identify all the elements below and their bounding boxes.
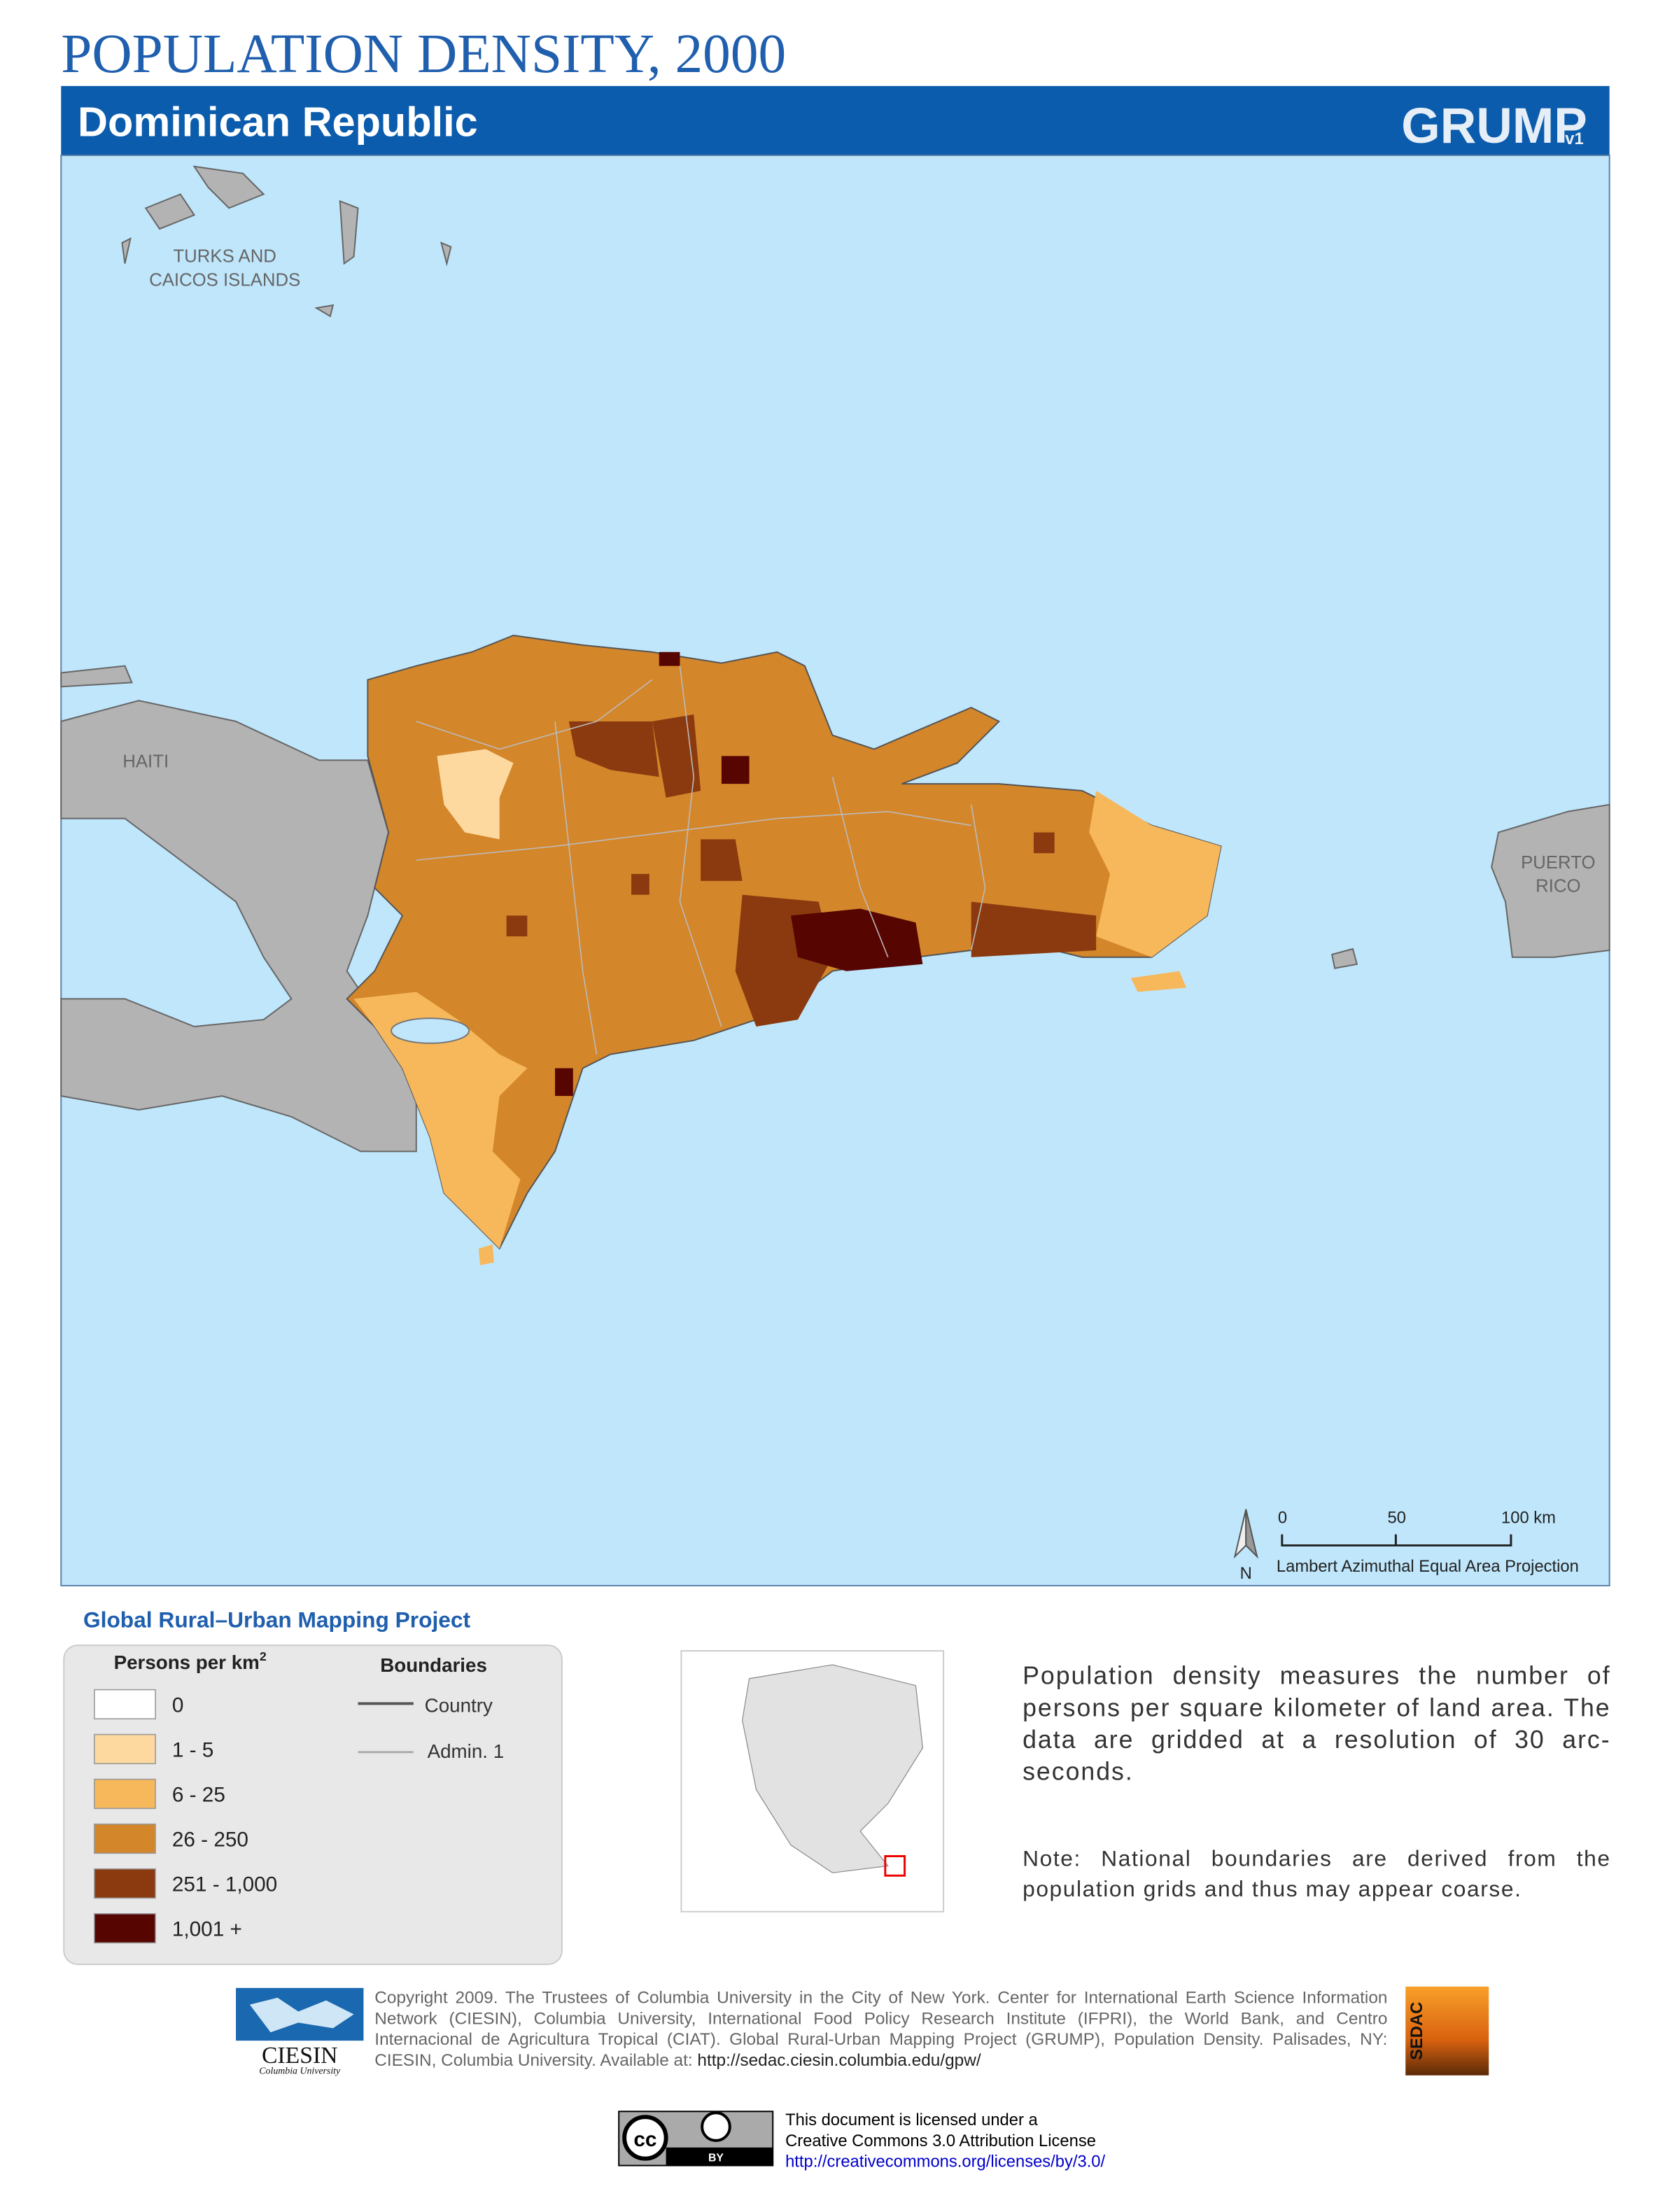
island bbox=[339, 199, 359, 265]
grump-version: v1 bbox=[1565, 129, 1583, 148]
inset-locator bbox=[884, 1855, 906, 1877]
patch bbox=[721, 756, 750, 784]
project-title: Global Rural–Urban Mapping Project bbox=[83, 1607, 471, 1632]
admin-line bbox=[554, 721, 598, 1055]
island bbox=[314, 304, 335, 318]
legend-label: 1,001 + bbox=[172, 1917, 242, 1940]
license-link[interactable]: http://creativecommons.org/licenses/by/3… bbox=[785, 2153, 1105, 2171]
legend-label: 0 bbox=[172, 1693, 184, 1717]
projection: Lambert Azimuthal Equal Area Projection bbox=[1277, 1557, 1579, 1576]
grump-logo: GRUMP bbox=[1401, 98, 1587, 154]
title: POPULATION DENSITY, 2000 bbox=[61, 23, 786, 85]
country-name: Dominican Republic bbox=[78, 98, 478, 145]
boundaries-title: Boundaries bbox=[380, 1654, 487, 1676]
admin-line bbox=[679, 665, 722, 1027]
description-box: Population density measures the number o… bbox=[1023, 1661, 1611, 1786]
sedac-name: SEDAC bbox=[1407, 2002, 1426, 2060]
description: Population density measures the number o… bbox=[1023, 1661, 1611, 1786]
density-1001-plus bbox=[555, 651, 923, 1097]
scale-label: 50 bbox=[1387, 1509, 1405, 1528]
legend-box bbox=[63, 1644, 563, 1966]
admin-line bbox=[416, 810, 971, 861]
legend-label: 26 - 250 bbox=[172, 1828, 248, 1851]
legend-label: 251 - 1,000 bbox=[172, 1873, 277, 1896]
url: http://sedac.ciesin.columbia.edu/gpw/ bbox=[697, 2050, 981, 2070]
admin-line bbox=[970, 804, 986, 951]
license-line: This document is licensed under a bbox=[785, 2111, 1038, 2129]
island bbox=[121, 237, 132, 264]
density-1-5 bbox=[437, 749, 514, 840]
ciesin-name: CIESIN bbox=[262, 2043, 338, 2069]
cc-circle bbox=[622, 2115, 668, 2161]
legend-swatch bbox=[94, 1912, 156, 1944]
map-label: HAITI bbox=[122, 752, 169, 771]
note-box: Note: National boundaries are derived fr… bbox=[1023, 1847, 1611, 1902]
sedac-logo bbox=[1405, 1986, 1489, 2076]
north-label: N bbox=[1240, 1564, 1252, 1583]
island bbox=[440, 241, 452, 267]
scale-label: 0 bbox=[1278, 1509, 1287, 1528]
map-label: RICO bbox=[1536, 877, 1580, 896]
ciesin-world bbox=[249, 1997, 354, 2033]
legend-swatch bbox=[94, 1733, 156, 1765]
density-6-25 bbox=[353, 992, 528, 1249]
admin-line bbox=[416, 679, 653, 750]
legend-title: Persons per km2 bbox=[114, 1649, 267, 1673]
by-icon bbox=[701, 2111, 731, 2142]
patch bbox=[791, 908, 923, 971]
superscript: 2 bbox=[260, 1649, 267, 1663]
map-label: TURKS AND bbox=[173, 247, 276, 267]
legend-classes: 0 1 - 5 6 - 25 26 - 250 251 - 1,000 1,001 + bbox=[94, 1689, 277, 1944]
legend-label: 6 - 25 bbox=[172, 1783, 225, 1806]
patch bbox=[568, 721, 659, 777]
cc-badge-strip bbox=[666, 2147, 773, 2166]
legend-title-text: Persons per km bbox=[114, 1651, 260, 1673]
map-label: CAICOS ISLANDS bbox=[149, 270, 300, 290]
patch bbox=[555, 1068, 573, 1097]
inset-land bbox=[742, 1664, 923, 1873]
north-arrow bbox=[1245, 1509, 1258, 1559]
tortuga bbox=[60, 665, 133, 688]
map-label: PUERTO bbox=[1521, 853, 1595, 873]
patch bbox=[506, 915, 528, 937]
lake-enriquillo bbox=[391, 1017, 470, 1044]
beata bbox=[478, 1244, 494, 1265]
patch bbox=[971, 901, 1097, 957]
legend-swatch bbox=[94, 1689, 156, 1720]
copyright-block: Copyright 2009. The Trustees of Columbia… bbox=[374, 1988, 1387, 2071]
patch bbox=[701, 839, 743, 881]
cc-text: cc bbox=[633, 2128, 656, 2151]
island bbox=[1331, 948, 1358, 969]
patch bbox=[659, 651, 680, 666]
license-line: Creative Commons 3.0 Attribution License bbox=[785, 2132, 1096, 2150]
density-6-25 bbox=[1089, 790, 1221, 957]
patch bbox=[631, 873, 649, 895]
header-bar bbox=[61, 85, 1610, 156]
haiti bbox=[60, 700, 417, 1153]
island bbox=[144, 193, 196, 230]
puerto-rico bbox=[1491, 803, 1610, 958]
by-text: BY bbox=[708, 2153, 724, 2164]
ciesin-sub: Columbia University bbox=[259, 2066, 341, 2077]
scale-bar bbox=[1281, 1534, 1512, 1547]
boundary-label: Country bbox=[425, 1694, 493, 1716]
legend-swatch bbox=[94, 1868, 156, 1899]
patch bbox=[1033, 832, 1055, 854]
copyright-box: Copyright 2009. The Trustees of Columbia… bbox=[374, 1988, 1387, 2071]
saona bbox=[1130, 971, 1187, 992]
boundary-label: Admin. 1 bbox=[428, 1740, 505, 1762]
scale-label: 100 km bbox=[1501, 1509, 1556, 1528]
island bbox=[192, 165, 265, 209]
legend-label: 1 - 5 bbox=[172, 1738, 213, 1761]
legend-swatch bbox=[94, 1823, 156, 1854]
legend-swatch bbox=[94, 1778, 156, 1810]
admin-line bbox=[831, 776, 889, 958]
turks-caicos-islands bbox=[121, 165, 452, 318]
copyright: Copyright 2009. The Trustees of Columbia… bbox=[374, 1987, 1388, 2070]
admin-boundaries bbox=[416, 665, 986, 1055]
note: Note: National boundaries are derived fr… bbox=[1023, 1847, 1611, 1902]
